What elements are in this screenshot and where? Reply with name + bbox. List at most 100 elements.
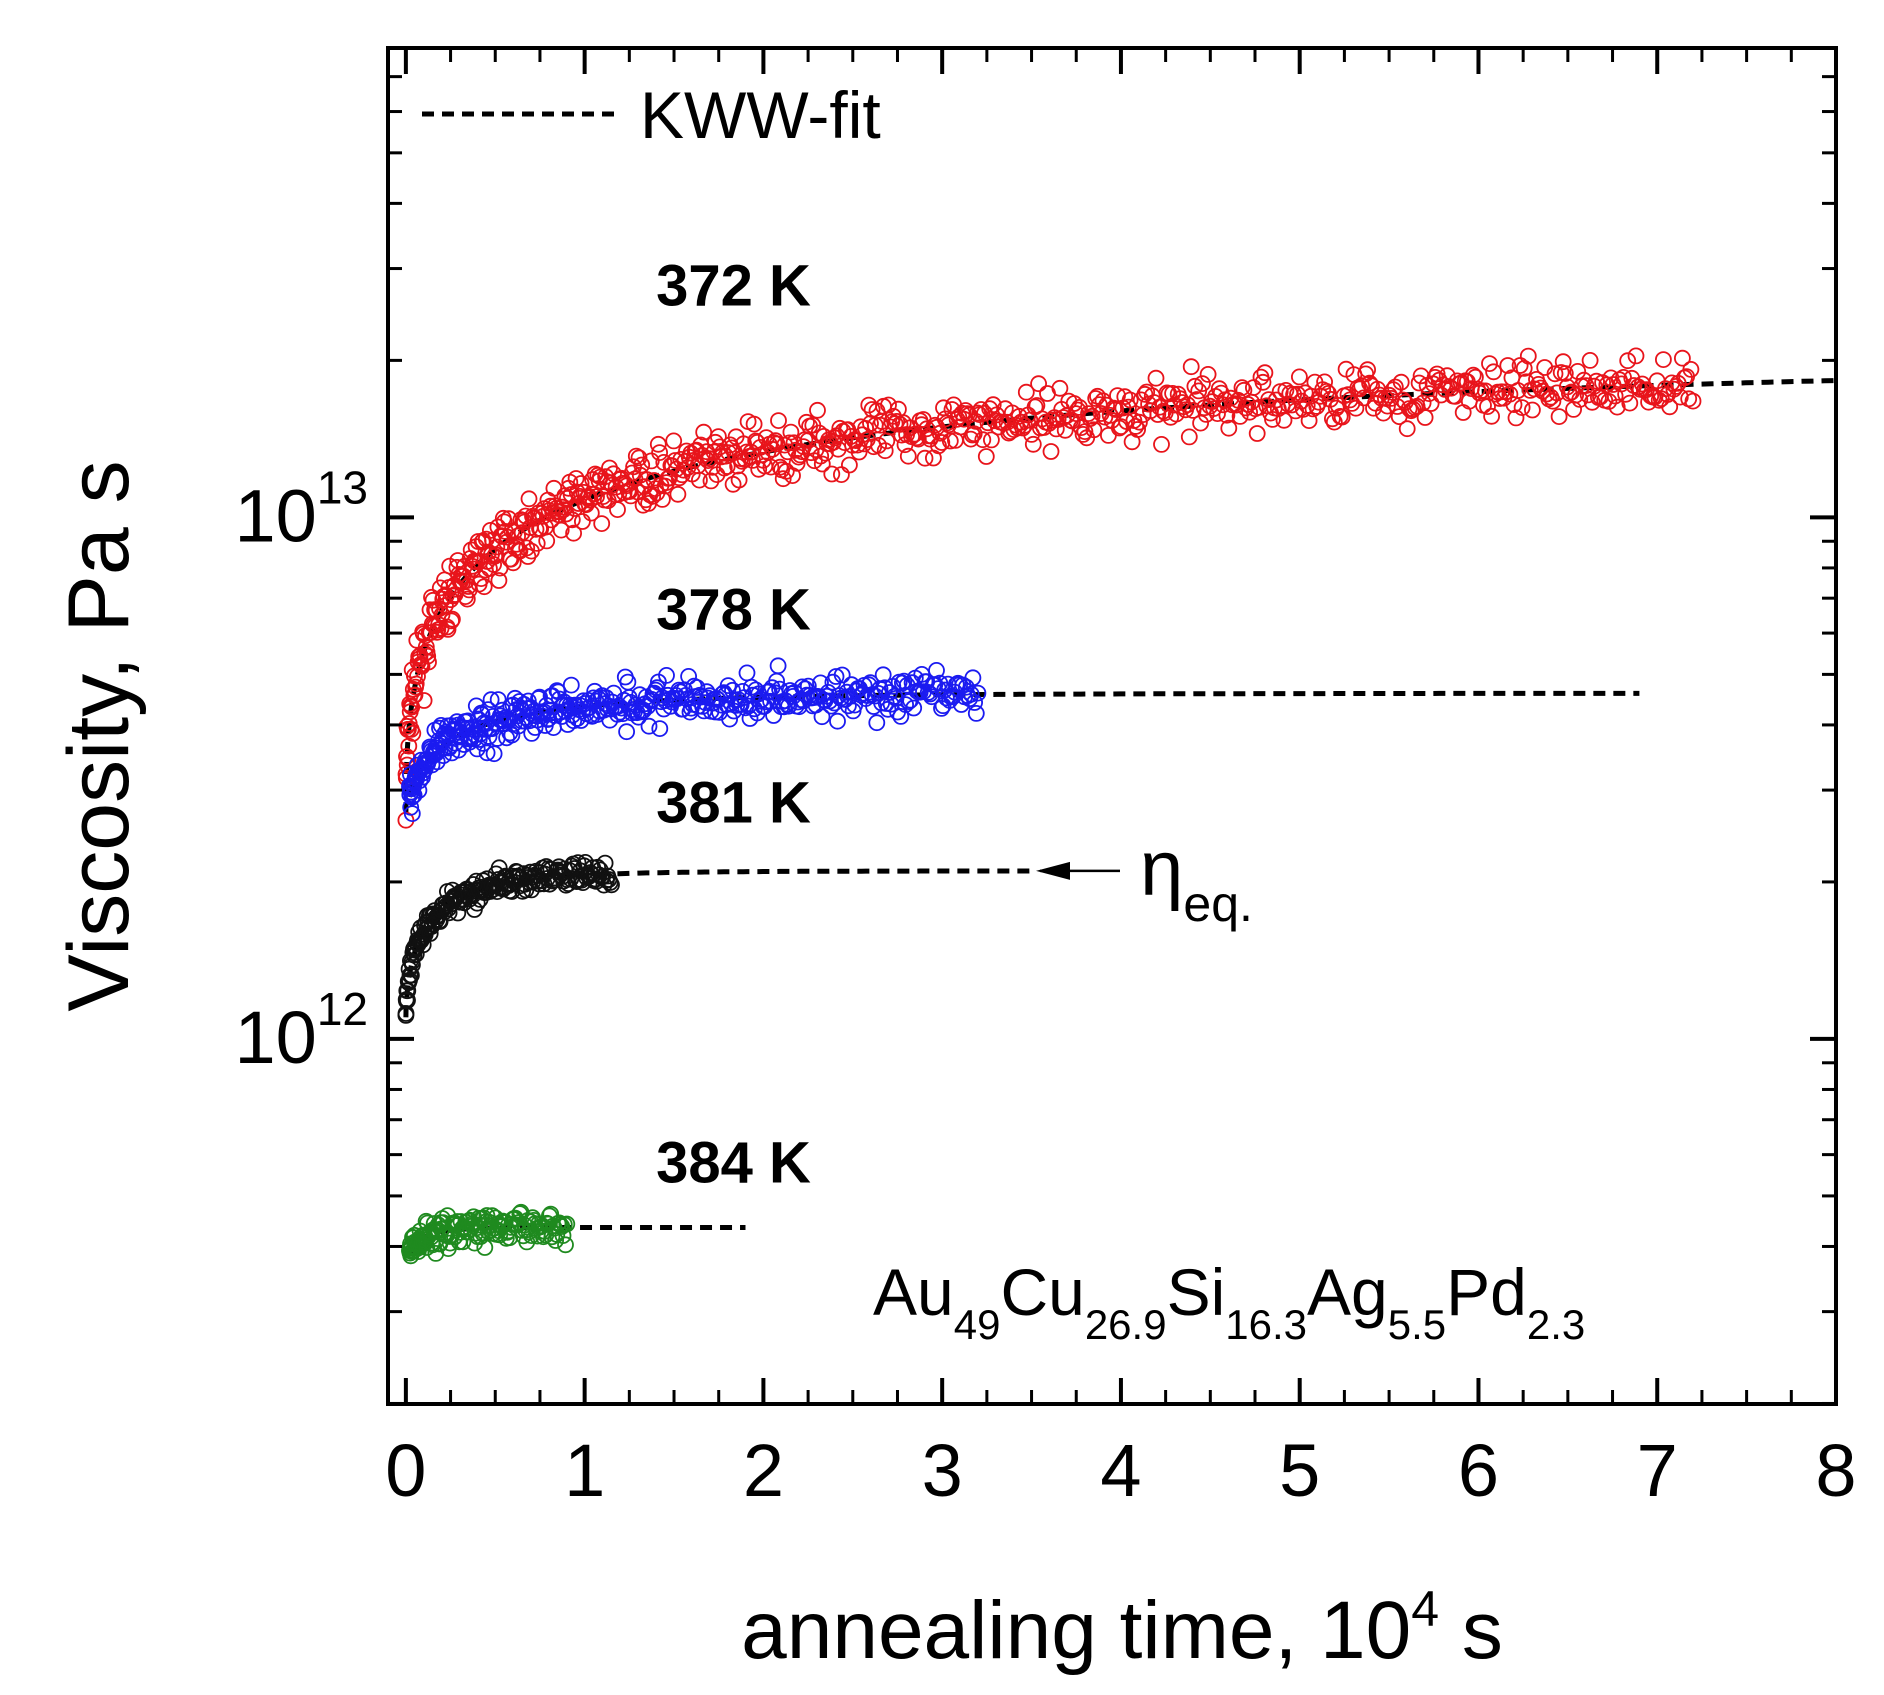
x-tick-label: 5 — [1279, 1429, 1320, 1512]
data-point — [734, 683, 752, 700]
series-384-K — [401, 1203, 576, 1265]
data-point — [702, 472, 720, 490]
y-tick-label: 1012 — [235, 983, 368, 1079]
data-point — [1205, 400, 1223, 418]
data-point — [1233, 379, 1251, 397]
data-point — [836, 434, 853, 452]
y-axis-label: Viscosity, Pa s — [51, 460, 147, 1011]
data-point — [501, 1229, 519, 1247]
data-point — [688, 679, 706, 696]
x-tick-label: 7 — [1637, 1429, 1678, 1512]
data-point — [630, 449, 648, 467]
data-point — [1327, 399, 1345, 417]
series-label: 378 K — [656, 577, 811, 642]
data-point — [829, 712, 846, 730]
data-point — [1147, 369, 1165, 387]
data-point — [1613, 375, 1630, 393]
data-point — [718, 458, 736, 475]
data-point — [568, 483, 586, 501]
data-point — [1192, 414, 1209, 432]
series-label: 381 K — [656, 770, 811, 835]
data-point — [1024, 435, 1042, 453]
data-point — [1089, 387, 1106, 405]
data-point — [1220, 419, 1238, 437]
data-point — [1684, 392, 1702, 410]
x-tick-label: 6 — [1458, 1429, 1499, 1512]
data-point — [651, 444, 668, 462]
data-point — [1513, 399, 1531, 417]
data-point — [1501, 385, 1519, 403]
data-point — [1351, 380, 1369, 398]
x-axis-label-unit: s — [1439, 1585, 1503, 1676]
composition-element: Si — [1167, 1255, 1226, 1329]
data-point — [415, 692, 433, 709]
x-axis-label: annealing time, 104 s — [741, 1581, 1503, 1676]
data-point — [517, 507, 534, 525]
data-point — [984, 396, 1002, 414]
data-point — [1392, 373, 1410, 391]
composition-subscript: 5.5 — [1388, 1301, 1446, 1348]
data-point — [482, 691, 500, 709]
data-point — [1153, 435, 1170, 453]
data-point — [1231, 407, 1249, 425]
data-point — [644, 487, 662, 505]
data-point — [419, 647, 437, 665]
data-point — [518, 539, 536, 557]
data-point — [1467, 368, 1484, 386]
eta-eq-annotation: ηeq. — [1140, 824, 1253, 932]
eta-symbol: η — [1140, 824, 1183, 912]
data-point — [969, 684, 987, 702]
data-point — [443, 610, 461, 628]
data-point — [400, 737, 418, 755]
data-point — [770, 412, 787, 430]
data-point — [565, 524, 582, 542]
data-point — [601, 874, 619, 891]
data-point — [1577, 377, 1595, 395]
data-point — [827, 668, 845, 685]
data-point — [876, 442, 894, 460]
x-tick-label: 4 — [1100, 1429, 1141, 1512]
data-point — [669, 485, 687, 503]
data-point — [520, 490, 538, 508]
data-point — [562, 676, 580, 694]
data-point — [897, 696, 914, 713]
data-point — [588, 488, 605, 506]
data-point — [719, 677, 737, 694]
data-point — [651, 720, 669, 737]
data-point — [1275, 411, 1293, 429]
data-point — [1085, 421, 1103, 439]
data-point — [965, 425, 983, 443]
data-point — [1646, 388, 1664, 406]
axis-ticks: 0 1 2 3 4 5 6 7 8 1012 1013 — [235, 48, 1857, 1512]
x-tick-label: 8 — [1815, 1429, 1856, 1512]
data-point — [1499, 357, 1517, 374]
data-point — [809, 401, 826, 419]
data-point — [933, 434, 951, 451]
data-point — [850, 443, 868, 461]
data-point — [930, 437, 947, 455]
data-point — [723, 439, 741, 457]
data-point — [1682, 360, 1700, 378]
data-point — [1621, 394, 1639, 412]
data-point — [1051, 379, 1069, 397]
data-point — [788, 454, 806, 472]
data-point — [1254, 373, 1272, 391]
data-point — [1608, 398, 1626, 416]
composition-subscript: 26.9 — [1085, 1301, 1167, 1348]
data-point — [1410, 374, 1428, 392]
x-tick-label: 2 — [743, 1429, 784, 1512]
data-point — [967, 705, 985, 722]
data-point — [892, 708, 910, 725]
data-point — [416, 645, 434, 662]
x-tick-label: 3 — [922, 1429, 963, 1512]
data-point — [1209, 405, 1226, 423]
data-point — [439, 621, 457, 638]
data-point — [1277, 381, 1295, 399]
data-point — [1671, 388, 1689, 406]
data-point — [1420, 385, 1438, 403]
data-point — [1600, 392, 1618, 410]
data-point — [1483, 407, 1500, 425]
data-point — [658, 667, 675, 684]
data-point — [1544, 392, 1562, 410]
data-point — [977, 448, 995, 465]
